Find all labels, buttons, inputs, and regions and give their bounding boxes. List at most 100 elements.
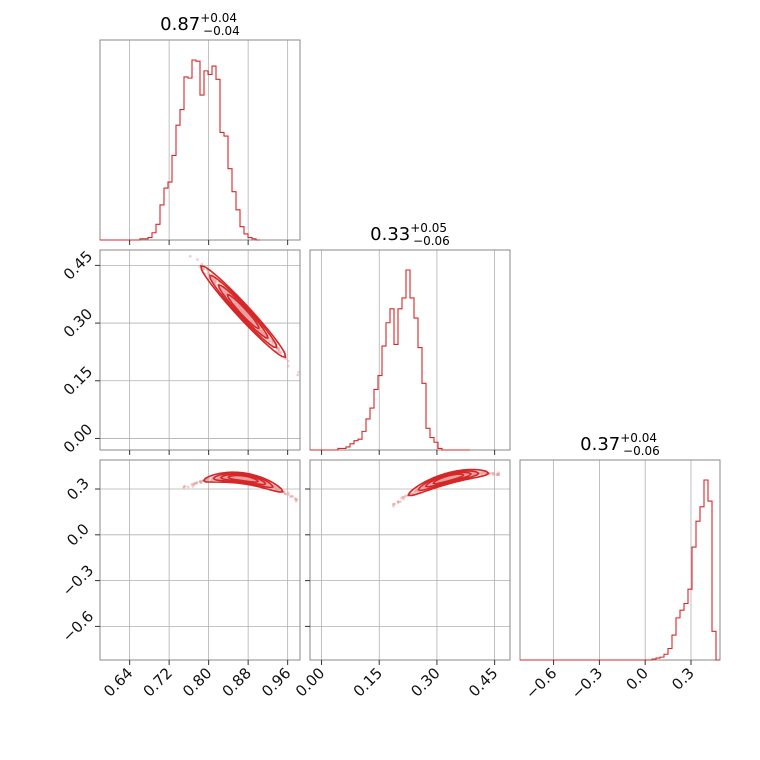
scatter-point: [243, 313, 246, 317]
scatter-point: [206, 477, 209, 481]
scatter-point: [239, 306, 242, 310]
y-tick-label: 0.45: [60, 247, 96, 283]
panel-title-3: 0.37+0.04 −0.06: [580, 431, 660, 458]
scatter-point: [191, 485, 195, 488]
scatter-point: [421, 486, 425, 489]
scatter-point: [291, 495, 294, 498]
scatter-point: [260, 481, 264, 485]
panel-p2-vs-p3-content: [392, 468, 500, 508]
scatter-point: [430, 482, 434, 485]
scatter-point: [243, 477, 246, 481]
y-tick-label: 0.3: [63, 474, 93, 504]
hist-panel-1: [99, 39, 301, 241]
panel-p1-vs-p3: [99, 459, 301, 661]
scatter-point: [398, 500, 402, 503]
y-tick-label: 0.0: [63, 520, 93, 550]
panel-p1-vs-p2-content: [172, 232, 300, 377]
x-tick-label: 0.80: [179, 664, 215, 700]
scatter-point: [489, 471, 493, 475]
scatter-point: [235, 476, 238, 480]
scatter-point: [393, 502, 396, 506]
scatter-point: [287, 493, 290, 496]
scatter-point: [198, 480, 202, 483]
scatter-point: [277, 346, 280, 350]
density-contour: [417, 470, 480, 492]
panel-p1-vs-p3-content: [182, 471, 304, 505]
scatter-point: [276, 487, 280, 491]
scatter-point: [172, 232, 175, 235]
scatter-point: [259, 330, 263, 333]
scatter-point: [397, 500, 400, 504]
x-tick-label: 0.64: [100, 664, 136, 700]
scatter-point: [473, 472, 476, 475]
scatter-point: [278, 351, 282, 354]
scatter-point: [453, 475, 456, 479]
scatter-point: [226, 291, 229, 295]
density-contour: [432, 473, 465, 485]
density-contour: [227, 474, 260, 483]
scatter-point: [414, 490, 417, 493]
scatter-point: [268, 339, 272, 343]
histogram-3: [520, 479, 720, 661]
scatter-point: [200, 262, 204, 266]
scatter-point: [193, 481, 197, 485]
scatter-point: [491, 471, 495, 475]
scatter-point: [207, 271, 210, 275]
density-contour: [212, 472, 274, 489]
y-tick-label: −0.6: [59, 607, 97, 645]
scatter-point: [186, 485, 190, 489]
scatter-point: [250, 318, 254, 322]
density-contour: [202, 471, 284, 493]
panel-p2-vs-p3: [309, 459, 511, 661]
scatter-point: [277, 348, 281, 352]
density-contour: [424, 471, 473, 488]
scatter-point: [297, 370, 300, 374]
x-tick-label: 0.45: [465, 664, 501, 700]
density-contour: [407, 468, 490, 497]
panel-title-1: 0.87+0.04 −0.04: [160, 11, 240, 38]
scatter-point: [294, 497, 298, 501]
histogram-2: [310, 269, 470, 451]
density-contour: [200, 264, 287, 359]
y-tick-label: 0.15: [60, 363, 96, 399]
scatter-point: [401, 495, 405, 499]
scatter-point: [497, 472, 500, 476]
scatter-point: [248, 317, 252, 320]
x-tick-label: 0.30: [407, 664, 443, 700]
panel-title-2: 0.33+0.05 −0.06: [370, 221, 450, 248]
scatter-point: [301, 502, 304, 505]
hist-panel-2: [309, 249, 511, 451]
scatter-point: [284, 492, 288, 496]
scatter-point: [188, 255, 192, 258]
x-tick-label: 0.88: [219, 664, 255, 700]
x-tick-label: 0.96: [258, 664, 294, 700]
x-tick-label: 0.0: [622, 664, 652, 694]
scatter-point: [190, 483, 194, 486]
scatter-point: [184, 247, 187, 250]
x-tick-label: 0.72: [140, 664, 176, 700]
scatter-point: [234, 303, 238, 307]
density-contour: [217, 284, 269, 339]
scatter-point: [273, 487, 277, 491]
scatter-point: [196, 258, 199, 261]
y-tick-label: 0.30: [60, 305, 96, 341]
scatter-point: [183, 484, 187, 488]
x-tick-label: 0.3: [668, 664, 698, 694]
panel-p1-vs-p2: [99, 249, 301, 451]
density-contour: [208, 274, 278, 349]
scatter-point: [296, 373, 299, 377]
x-tick-label: 0.00: [292, 664, 328, 700]
y-tick-label: −0.3: [59, 561, 97, 599]
scatter-point: [428, 483, 431, 487]
y-tick-label: 0.00: [60, 420, 96, 456]
hist-panel-3: [519, 459, 721, 661]
scatter-point: [443, 478, 447, 481]
scatter-point: [410, 492, 413, 495]
scatter-point: [402, 497, 405, 501]
scatter-point: [446, 477, 449, 480]
scatter-point: [286, 359, 290, 363]
histogram-1: [100, 59, 260, 241]
scatter-point: [448, 476, 452, 480]
scatter-point: [480, 470, 483, 474]
